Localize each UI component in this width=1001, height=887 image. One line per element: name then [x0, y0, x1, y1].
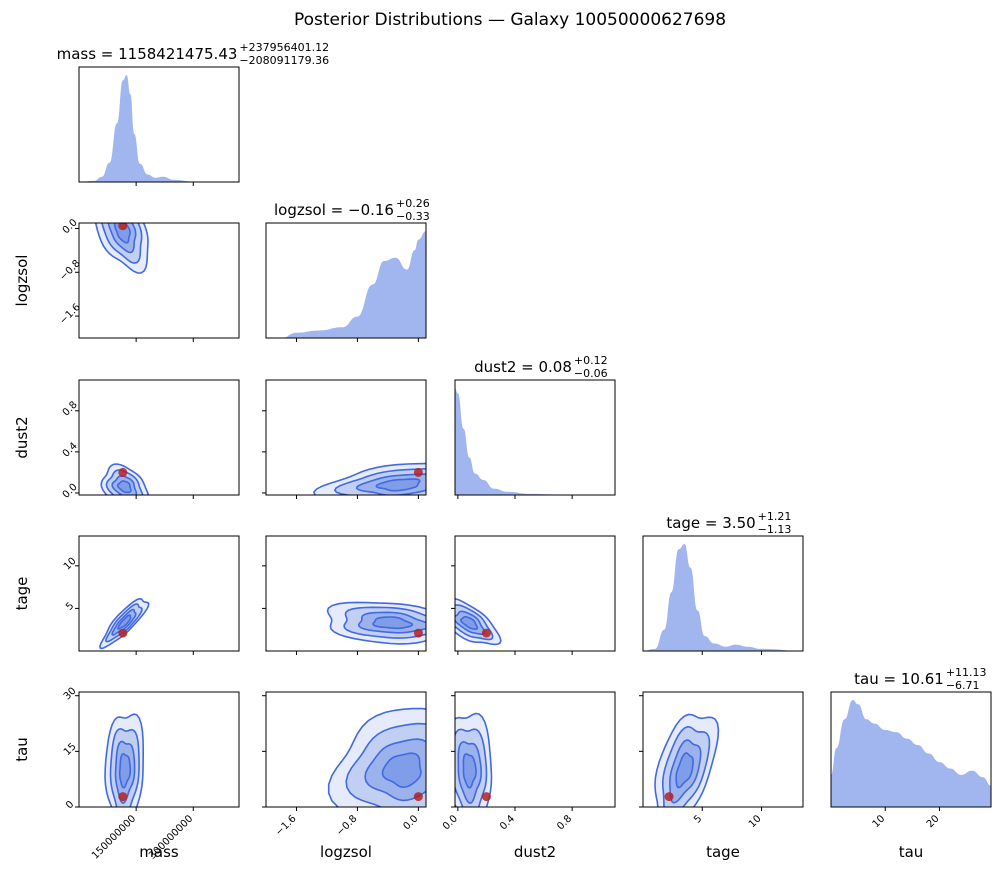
median-marker-mass-tau: [118, 792, 128, 802]
pair-mass-dust2: [100, 463, 150, 495]
err-minus-tau: −6.71: [946, 679, 980, 692]
panel-frame-tau: [830, 691, 992, 808]
ytick-label-tage: 5: [64, 600, 76, 612]
panel-frame-dust2-tage: [454, 535, 616, 652]
panel-title-tage: tage = 3.50: [666, 514, 755, 532]
panel-title-mass: mass = 1158421475.43: [57, 45, 238, 63]
panel-frame-mass-tau: [78, 691, 240, 808]
median-marker-logzsol-tau: [413, 792, 423, 802]
pair-mass-tage: [99, 597, 150, 650]
err-plus-tau: +11.13: [946, 666, 987, 679]
ytick-label-dust2: 0.8: [61, 400, 80, 419]
pair-mass-logzsol: [94, 223, 149, 274]
panel-frame-mass-dust2: [78, 379, 240, 496]
contour-mass-tau-3: [118, 752, 132, 789]
panel-frame-dust2-tau: [454, 691, 616, 808]
ytick-label-tau: 0: [64, 799, 76, 811]
contour-tage-tau-3: [675, 752, 694, 789]
xaxis-label-tage: tage: [706, 843, 740, 861]
xtick-label-logzsol: −0.8: [335, 813, 360, 838]
contour-logzsol-tau-3: [381, 752, 422, 789]
panel-frame-mass: [78, 66, 240, 183]
panel-frame-logzsol-tau: [265, 691, 427, 808]
panel-title-tau: tau = 10.61: [854, 670, 944, 688]
yaxis-label-tau: tau: [13, 737, 31, 762]
xtick-label-logzsol: −1.6: [274, 813, 299, 838]
median-marker-tage-tau: [664, 792, 674, 802]
xtick-label-tau: 10: [871, 813, 888, 830]
xaxis-label-tau: tau: [899, 843, 924, 861]
median-marker-logzsol-tage: [413, 628, 423, 638]
pair-dust2-tage: [455, 597, 502, 646]
contour-logzsol-dust2-3: [375, 478, 421, 492]
err-plus-tage: +1.21: [758, 510, 792, 523]
xtick-label-dust2: 0.8: [555, 813, 574, 832]
median-marker-mass-dust2: [118, 467, 128, 477]
pair-logzsol-tage: [326, 601, 426, 645]
panel-frame-logzsol-dust2: [265, 379, 427, 496]
err-minus-dust2: −0.06: [574, 367, 608, 380]
panel-frame-mass-logzsol: [78, 222, 240, 339]
xtick-label-mass: 150000000: [90, 813, 138, 861]
median-marker-logzsol-dust2: [413, 467, 423, 477]
xtick-label-tage: 10: [747, 813, 764, 830]
pair-logzsol-tau: [327, 707, 426, 807]
ytick-label-dust2: 0.4: [61, 441, 80, 460]
panel-frame-logzsol: [265, 222, 427, 339]
panel-frame-dust2: [454, 379, 616, 496]
xaxis-label-dust2: dust2: [514, 843, 556, 861]
yaxis-label-logzsol: logzsol: [13, 255, 31, 307]
xtick-label-dust2: 0.4: [498, 813, 517, 832]
ytick-label-tau: 30: [62, 686, 79, 703]
median-marker-mass-tage: [118, 628, 128, 638]
err-minus-tage: −1.13: [758, 523, 792, 536]
marginal-dust2: [455, 388, 615, 495]
xtick-label-tau: 20: [925, 813, 942, 830]
ytick-label-tau: 15: [62, 741, 79, 758]
figure-title: Posterior Distributions — Galaxy 1005000…: [294, 10, 726, 30]
pair-logzsol-dust2: [312, 462, 426, 495]
contour-logzsol-tage-3: [372, 616, 414, 630]
xtick-label-dust2: 0.0: [441, 813, 460, 832]
err-minus-logzsol: −0.33: [396, 210, 430, 223]
marginal-tage: [643, 544, 803, 651]
contour-dust2-tau-3: [462, 753, 477, 789]
marginal-logzsol: [266, 231, 426, 338]
contour-mass-dust2-3: [116, 480, 132, 494]
panel-title-dust2: dust2 = 0.08: [474, 358, 572, 376]
err-plus-mass: +237956401.12: [239, 41, 329, 54]
pair-dust2-tau: [455, 712, 493, 807]
err-plus-dust2: +0.12: [574, 354, 608, 367]
yaxis-label-tage: tage: [13, 577, 31, 611]
ytick-label-tage: 10: [62, 556, 79, 573]
panels-group: mass = 1158421475.43 +237956401.12−208091…: [13, 41, 992, 862]
panel-frame-tage-tau: [642, 691, 804, 808]
pair-tage-tau: [654, 713, 720, 807]
panel-frame-mass-tage: [78, 535, 240, 652]
xtick-label-tage: 5: [692, 813, 704, 825]
panel-frame-logzsol-tage: [265, 535, 427, 652]
pair-mass-tau: [104, 713, 144, 807]
err-minus-mass: −208091179.36: [239, 54, 329, 67]
panel-title-logzsol: logzsol = −0.16: [274, 201, 394, 219]
median-marker-dust2-tage: [481, 628, 491, 638]
median-marker-dust2-tau: [481, 792, 491, 802]
contour-dust2-tage-3: [459, 616, 479, 631]
marginal-mass: [79, 75, 239, 182]
ytick-label-logzsol: 0.0: [61, 217, 80, 236]
xaxis-label-mass: mass: [139, 843, 179, 861]
err-plus-logzsol: +0.26: [396, 197, 430, 210]
yaxis-label-dust2: dust2: [13, 416, 31, 458]
ytick-label-dust2: 0.0: [61, 482, 80, 501]
marginal-tau: [831, 700, 991, 807]
median-marker-mass-logzsol: [118, 223, 128, 231]
xaxis-label-logzsol: logzsol: [320, 843, 372, 861]
xtick-label-logzsol: 0.0: [401, 813, 420, 832]
contour-mass-tage-3: [117, 614, 132, 630]
panel-frame-tage: [642, 535, 804, 652]
